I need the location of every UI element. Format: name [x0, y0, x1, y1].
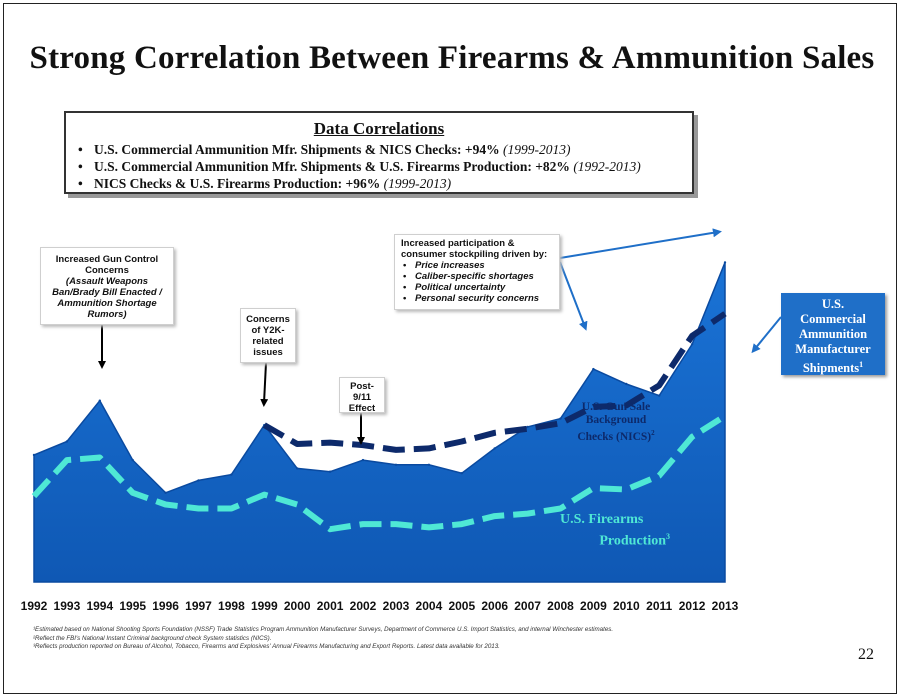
x-tick-label: 2013: [712, 599, 739, 613]
footnote: ¹Estimated based on National Shooting Sp…: [33, 626, 614, 633]
shipments-point: [690, 343, 694, 346]
gun-control-callout: Increased Gun Control Concerns (Assault …: [40, 247, 174, 325]
footnote: ²Reflect the FBI's National Instant Crim…: [33, 634, 272, 642]
stockpiling-callout: Increased participation & consumer stock…: [394, 234, 560, 310]
stockpiling-driver-item: Caliber-specific shortages: [403, 271, 553, 282]
data-correlations-box: Data Correlations U.S. Commercial Ammuni…: [64, 111, 694, 194]
x-tick-label: 2008: [547, 599, 574, 613]
shipments-point: [394, 463, 398, 466]
nics-line: [262, 311, 727, 453]
data-correlations-title: Data Correlations: [313, 119, 445, 138]
slide-title: Strong Correlation Between Firearms & Am…: [29, 40, 875, 76]
shipments-point: [493, 447, 496, 450]
x-tick-label: 2001: [317, 599, 344, 613]
x-tick-label: 2009: [580, 599, 607, 613]
x-tick-label: 2012: [679, 599, 706, 613]
shipments-point: [427, 463, 431, 466]
correlation-item: U.S. Commercial Ammunition Mfr. Shipment…: [78, 141, 692, 158]
shipments-point: [723, 261, 727, 264]
x-tick-label: 2004: [416, 599, 443, 613]
x-tick-label: 2000: [284, 599, 311, 613]
shipments-point: [361, 458, 365, 462]
shipments-point: [625, 382, 628, 386]
shipments-series-label: U.S. Commercial Ammunition Manufacturer …: [781, 293, 885, 375]
shipments-point: [559, 417, 562, 420]
x-tick-label: 2011: [646, 599, 672, 613]
x-tick-label: 2002: [350, 599, 377, 613]
shipments-point: [230, 473, 233, 476]
x-tick-label: 1992: [21, 599, 48, 613]
x-tick-label: 1999: [251, 599, 278, 613]
shipments-point: [32, 453, 36, 457]
shipments-point: [460, 472, 463, 475]
callout-arrows: [98, 228, 782, 445]
shipments-point: [98, 399, 102, 402]
y2k-callout: Concerns of Y2K- related issues: [240, 308, 296, 363]
x-tick-label: 1997: [185, 599, 212, 613]
x-tick-label: 2003: [383, 599, 410, 613]
production-series-label: U.S. Firearms Production3: [560, 512, 670, 549]
shipments-point: [197, 479, 200, 482]
x-tick-label: 1998: [218, 599, 245, 613]
x-tick-label: 2010: [613, 599, 640, 613]
shipments-point: [328, 470, 332, 473]
stockpiling-driver-item: Political uncertainty: [403, 282, 553, 293]
x-tick-label: 2005: [448, 599, 475, 613]
shipments-point: [164, 491, 167, 494]
footnotes: ¹Estimated based on National Shooting Sp…: [33, 626, 833, 652]
nics-series-label: U.S. Gun Sale Background Checks (NICS)2: [577, 401, 655, 443]
shipments-point: [658, 394, 661, 397]
x-tick-label: 1993: [54, 599, 81, 613]
data-correlations-list: U.S. Commercial Ammunition Mfr. Shipment…: [66, 141, 692, 192]
post-911-callout: Post- 9/11 Effect: [339, 377, 385, 414]
stockpiling-driver-item: Personal security concerns: [403, 293, 553, 304]
x-tick-label: 1996: [152, 599, 179, 613]
shipments-point: [65, 440, 69, 443]
x-tick-label: 2007: [514, 599, 541, 613]
shipments-point: [296, 467, 299, 470]
x-tick-label: 2006: [481, 599, 508, 613]
slide-frame: [3, 3, 897, 694]
page-number: 22: [858, 646, 874, 663]
shipments-point: [592, 367, 595, 371]
correlation-item: U.S. Commercial Ammunition Mfr. Shipment…: [78, 158, 692, 175]
production-line: [31, 413, 727, 533]
correlation-item: NICS Checks & U.S. Firearms Production: …: [78, 175, 692, 192]
shipments-point: [526, 425, 529, 429]
x-tick-label: 1994: [86, 599, 113, 613]
x-tick-label: 1995: [119, 599, 146, 613]
stockpiling-drivers-list: Price increases Caliber-specific shortag…: [401, 260, 553, 304]
shipments-point: [131, 458, 134, 462]
stockpiling-driver-item: Price increases: [403, 260, 553, 271]
footnote: ³Reflects production reported on Bureau …: [33, 643, 500, 650]
